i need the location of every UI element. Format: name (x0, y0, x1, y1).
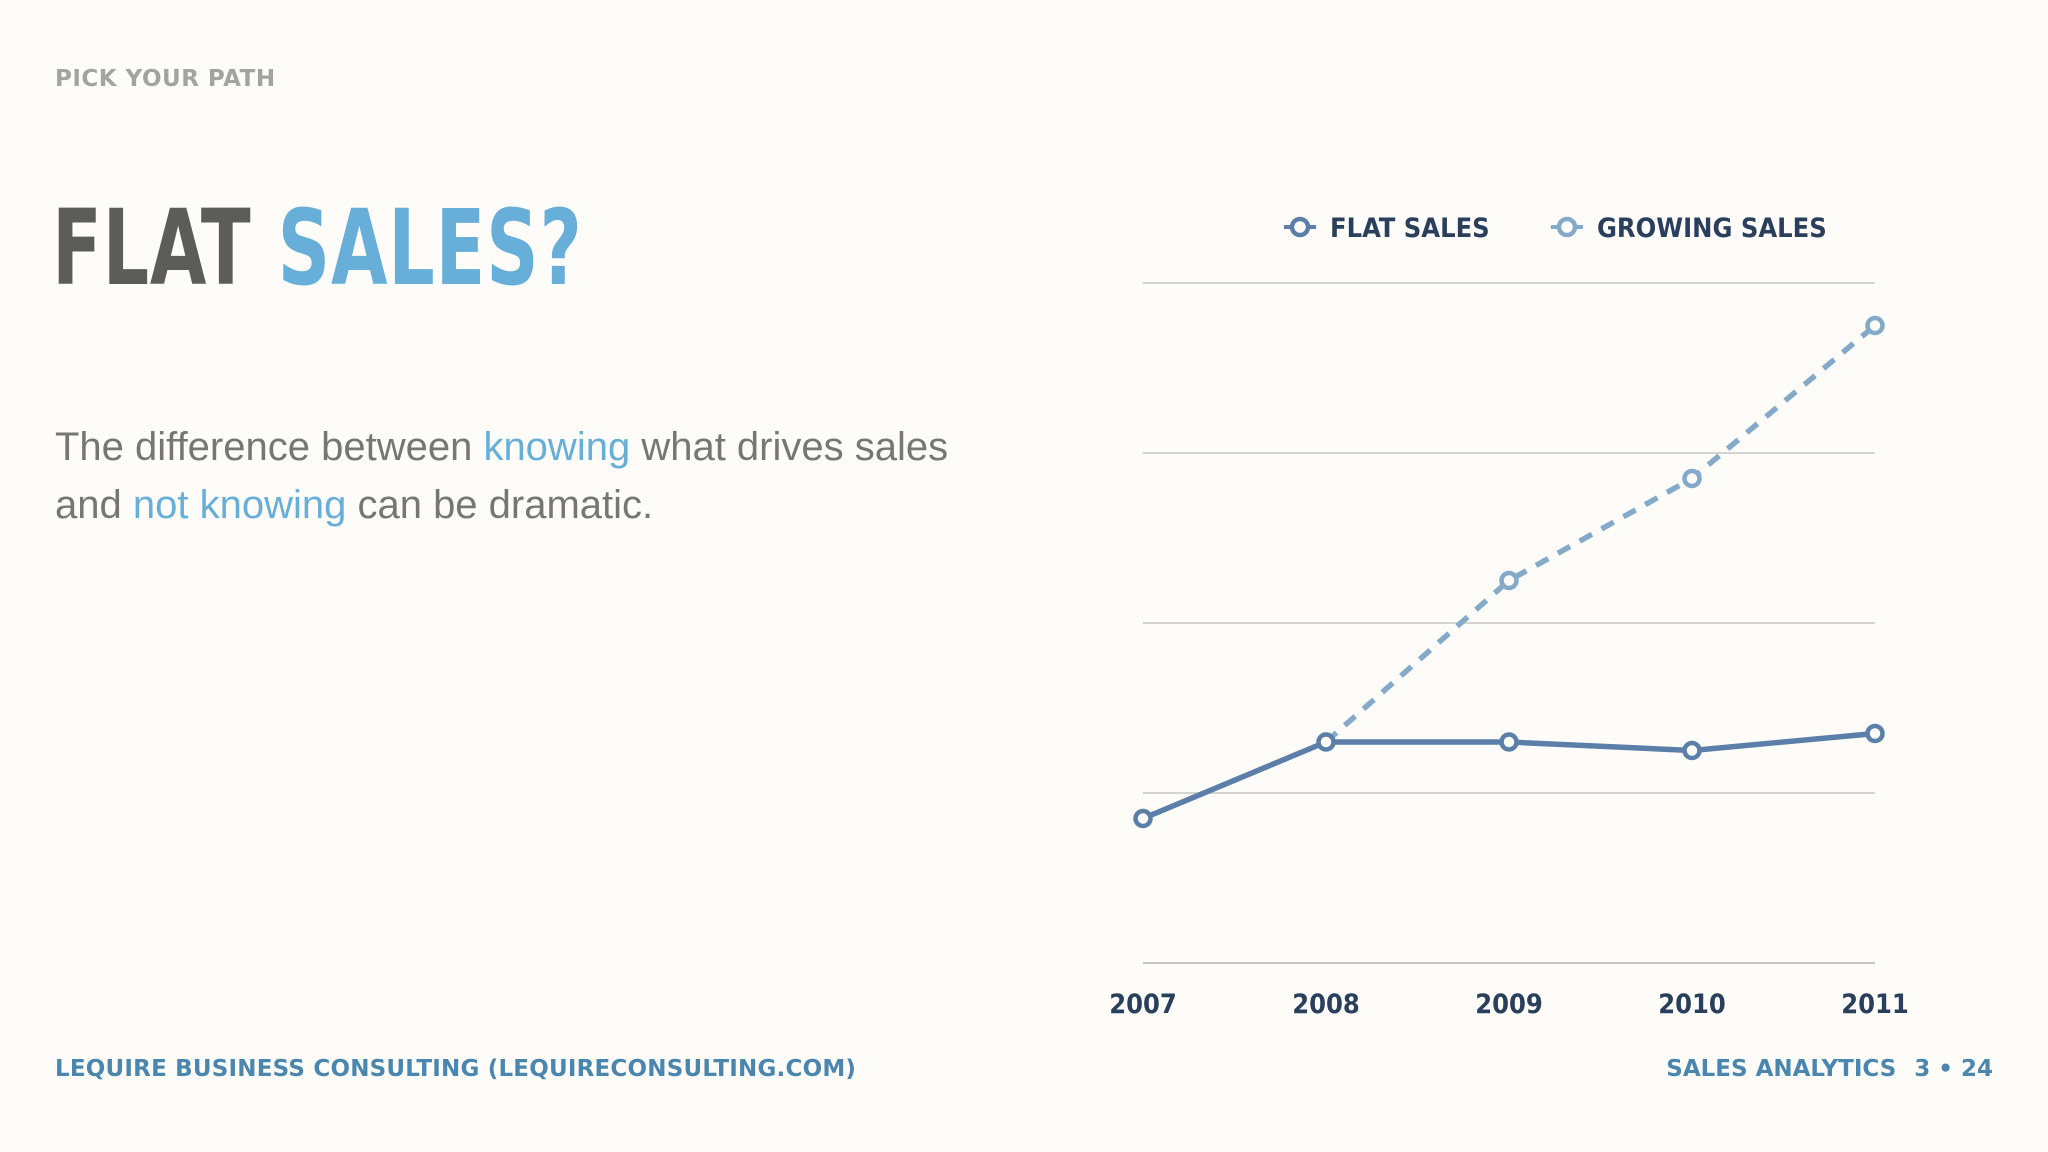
legend-label: FLAT SALES (1330, 213, 1490, 244)
data-point-growing-sales (1499, 570, 1519, 591)
title-word-flat: FLAT (52, 187, 252, 309)
footer-right: SALES ANALYTICS 3 • 24 (1666, 1056, 1993, 1082)
x-tick-label: 2007 (1109, 989, 1177, 1020)
subtitle-text-1: The difference between (55, 425, 484, 469)
series-line-growing-sales (1324, 323, 1877, 745)
slide-subtitle: The difference between knowing what driv… (55, 418, 1015, 534)
data-point-flat-sales (1865, 723, 1885, 744)
footer-company: LEQUIRE BUSINESS CONSULTING (LEQUIRECONS… (55, 1056, 857, 1082)
subtitle-text-2: what drives sales and (55, 425, 949, 527)
data-point-flat-sales (1316, 732, 1336, 752)
legend-label: GROWING SALES (1597, 213, 1827, 244)
subtitle-highlight-not-knowing: not knowing (132, 483, 347, 527)
slide-title: FLAT SALES? (52, 196, 583, 300)
subtitle-text-3: can be dramatic. (346, 483, 654, 527)
data-point-growing-sales (1865, 315, 1885, 336)
x-tick-label: 2010 (1658, 989, 1726, 1020)
footer-page-number: 3 • 24 (1914, 1056, 1993, 1082)
footer-section: SALES ANALYTICS (1666, 1056, 1897, 1082)
subtitle-highlight-knowing: knowing (483, 425, 631, 469)
x-tick-label: 2008 (1292, 989, 1360, 1020)
x-tick-label: 2009 (1475, 989, 1543, 1020)
data-point-growing-sales (1682, 468, 1702, 489)
eyebrow-label: PICK YOUR PATH (55, 66, 276, 92)
title-word-sales: SALES? (277, 187, 583, 309)
x-tick-label: 2011 (1841, 989, 1909, 1020)
legend-marker (1289, 216, 1311, 238)
data-point-flat-sales (1682, 740, 1702, 761)
data-point-flat-sales (1133, 808, 1153, 829)
data-point-flat-sales (1499, 732, 1519, 752)
legend-marker (1556, 216, 1578, 238)
